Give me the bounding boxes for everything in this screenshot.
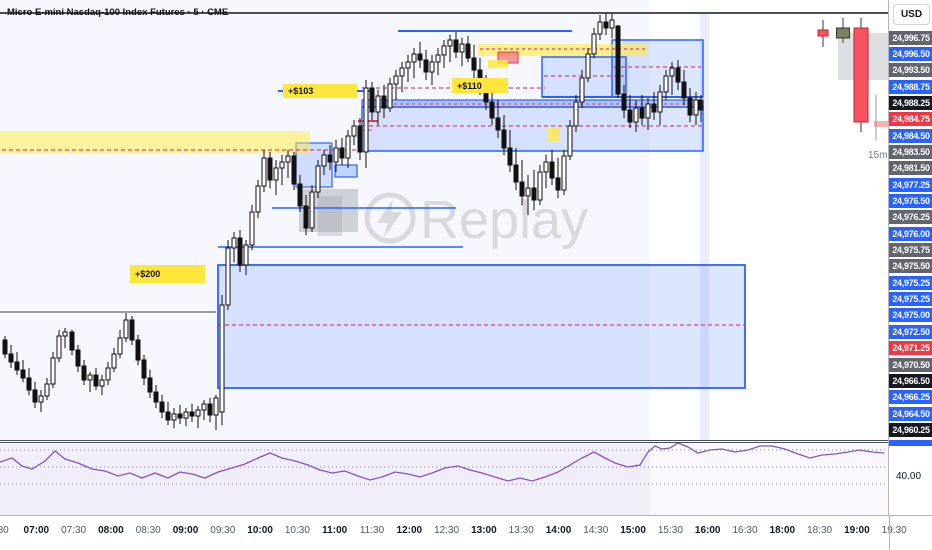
price-scale-label: 24,975.00 [889, 308, 932, 323]
time-axis-label: 18:30 [807, 525, 833, 536]
trade-profit-label: +$110 [452, 78, 508, 93]
time-axis-label: 12:30 [434, 525, 460, 536]
price-scale[interactable]: USD 24,996.75 24,996.50 24,993.50 24,988.75… [888, 0, 932, 515]
price-scale-label: 24,984.75 [889, 112, 932, 127]
time-axis-label: 6:30 [0, 525, 9, 536]
time-axis-label: 10:30 [284, 525, 310, 536]
price-scale-label: 24,981.50 [889, 161, 932, 176]
time-axis-label: 14:00 [545, 525, 572, 536]
symbol-title[interactable]: Micro E-mini Nasdaq-100 Index Futures · … [7, 7, 229, 18]
price-scale-label: 24,972.50 [889, 324, 932, 339]
timeframe-countdown-label: 15m [868, 150, 888, 161]
price-scale-label: 24,975.75 [889, 243, 932, 258]
price-scale-label: 24,960.25 [889, 422, 932, 437]
time-axis-label: 09:30 [210, 525, 236, 536]
price-scale-label: 24,970.50 [889, 357, 932, 372]
pane-separator[interactable] [0, 440, 888, 443]
price-scale-label: 24,993.50 [889, 63, 932, 78]
oscillator-line [0, 442, 885, 482]
time-axis-label: 09:00 [172, 525, 199, 536]
price-scale-label: 24,976.50 [889, 194, 932, 208]
price-scale-label: 24,975.50 [889, 259, 932, 274]
time-axis-label: 14:30 [583, 525, 609, 536]
time-axis-label: 07:00 [23, 525, 50, 536]
time-axis-label: 10:00 [247, 525, 273, 536]
price-scale-label: 24,988.75 [889, 79, 932, 94]
time-axis[interactable]: 6:30 07:00 07:30 08:00 08:30 09:00 09:30 10:00 1… [0, 515, 932, 550]
replay-watermark: Replay [364, 190, 588, 250]
time-axis-label: 15:30 [657, 525, 683, 536]
price-scale-label: 24,977.25 [889, 177, 932, 192]
time-axis-label: 16:00 [694, 525, 721, 536]
price-scale-label: 24,984.50 [889, 128, 932, 143]
time-axis-label: 11:30 [359, 525, 385, 536]
replay-position-stripe [700, 13, 709, 440]
price-scale-label: 24,988.25 [889, 95, 932, 110]
candles-layer [2, 13, 704, 430]
bolt-icon [377, 199, 402, 239]
watermark-text: Replay [420, 190, 588, 250]
price-scale-label: 24,975.25 [889, 292, 932, 307]
time-axis-label: 16:30 [732, 525, 758, 536]
time-axis-label: 12:00 [396, 525, 423, 536]
price-scale-label: 24,964.50 [889, 406, 932, 421]
price-scale-label: 24,996.50 [889, 46, 932, 61]
time-axis-label: 13:00 [471, 525, 497, 536]
indicator-scale-value: 40.00 [896, 471, 922, 482]
replay-logo-icon [364, 192, 416, 244]
higher-timeframe-candles [817, 18, 869, 132]
replay-tint [0, 444, 650, 515]
price-scale-label: 24,971.25 [889, 341, 932, 356]
time-axis-label: 08:30 [135, 525, 161, 536]
replay-tint [650, 444, 888, 515]
time-axis-label: 08:00 [98, 525, 124, 536]
price-scale-label: 24,966.25 [889, 390, 932, 405]
time-axis-label: 19:30 [881, 525, 907, 536]
currency-usd-button[interactable]: USD [893, 4, 930, 25]
time-axis-label: 07:30 [61, 525, 87, 536]
price-scale-label: 24,966.50 [889, 373, 932, 388]
price-scale-label: 24,996.75 [889, 30, 932, 45]
trade-profit-label: +$200 [130, 265, 205, 283]
price-scale-label: 24,983.50 [889, 144, 932, 159]
time-axis-label: 13:30 [508, 525, 534, 536]
time-axis-label: 15:00 [620, 525, 646, 536]
time-axis-label: 19:00 [844, 525, 870, 536]
price-scale-label [889, 440, 932, 446]
time-axis-label: 11:00 [322, 525, 348, 536]
price-scale-label: 24,976.25 [889, 210, 932, 225]
price-scale-label: 24,976.00 [889, 226, 932, 241]
axis-corner-divider [889, 515, 890, 550]
time-axis-label: 18:00 [769, 525, 796, 536]
price-scale-label: 24,975.25 [889, 275, 932, 290]
trade-profit-label: +$103 [283, 84, 357, 98]
oscillator-pane [0, 442, 888, 485]
